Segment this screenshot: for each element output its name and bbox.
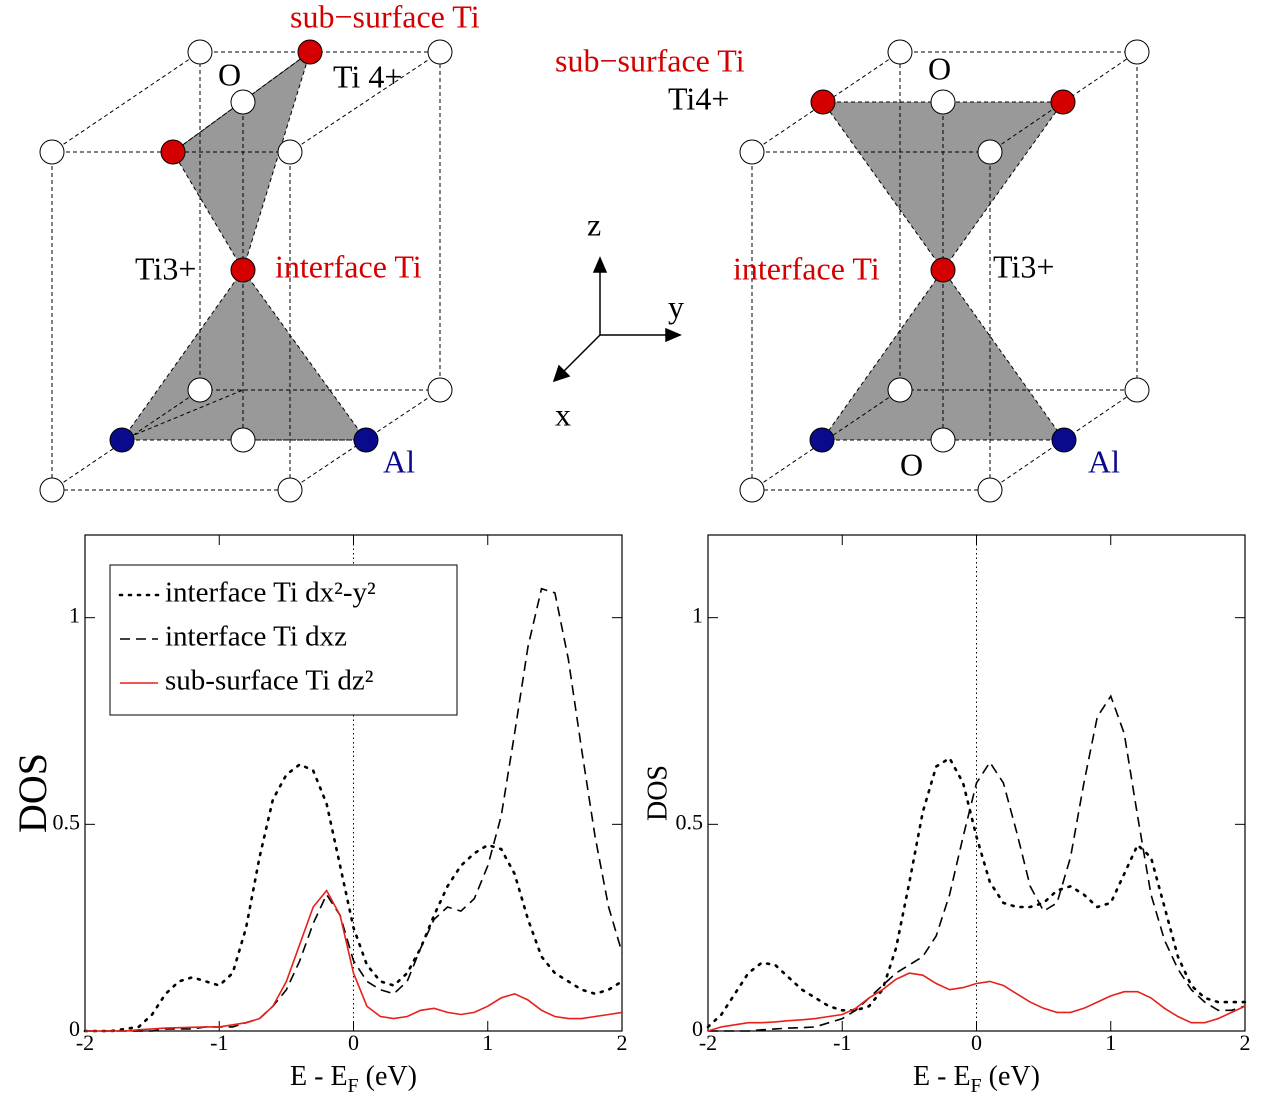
label: O bbox=[928, 50, 951, 86]
label: interface Ti bbox=[733, 250, 880, 286]
legend-box bbox=[109, 564, 458, 716]
left-structure: sub−surface Ti O Ti 4+ Ti3+ interface Ti… bbox=[39, 0, 480, 503]
x-axis-label-sub: F bbox=[348, 1075, 359, 1097]
x-tick-label: -1 bbox=[833, 1030, 851, 1055]
o-atoms bbox=[739, 39, 1150, 503]
axis-letter: z bbox=[587, 206, 601, 242]
series-line bbox=[708, 694, 1246, 1032]
y-tick-label: 1 bbox=[692, 603, 703, 628]
legend-label: interface Ti dx²-y² bbox=[165, 577, 376, 609]
series-line bbox=[85, 587, 623, 1032]
label: Al bbox=[383, 443, 415, 479]
y-tick-label: 0.5 bbox=[676, 809, 704, 834]
label: sub−surface Ti bbox=[290, 0, 480, 34]
x-tick-label: 2 bbox=[1240, 1030, 1251, 1055]
x-axis-label-sub: F bbox=[971, 1075, 982, 1097]
label: Al bbox=[1088, 443, 1120, 479]
label: O bbox=[218, 56, 241, 92]
right-structure: sub−surface Ti O Ti4+ interface Ti Ti3+ … bbox=[555, 39, 1150, 503]
series-line bbox=[83, 762, 624, 1033]
x-tick-label: 0 bbox=[348, 1030, 359, 1055]
o-atoms bbox=[39, 39, 453, 503]
label: sub−surface Ti bbox=[555, 42, 745, 78]
y-tick-label: 1 bbox=[69, 603, 80, 628]
y-tick-label: 0.5 bbox=[53, 809, 81, 834]
x-axis-label-part: (eV) bbox=[359, 1061, 417, 1092]
x-tick-label: -1 bbox=[210, 1030, 228, 1055]
y-tick-label: 0 bbox=[692, 1016, 703, 1041]
label: Ti4+ bbox=[668, 80, 729, 116]
series-line bbox=[706, 756, 1247, 1029]
x-tick-label: 0 bbox=[971, 1030, 982, 1055]
legend-label: sub-surface Ti dz² bbox=[165, 665, 374, 697]
label: Ti3+ bbox=[135, 250, 196, 286]
x-tick-label: 1 bbox=[482, 1030, 493, 1055]
al-atoms bbox=[109, 427, 379, 453]
series-line bbox=[707, 972, 1246, 1032]
y-axis-label: DOS bbox=[642, 765, 673, 821]
x-tick-label: 2 bbox=[617, 1030, 628, 1055]
axes-legend: z y x bbox=[552, 206, 684, 432]
label: O bbox=[900, 446, 923, 482]
x-axis-label-part: E - E bbox=[290, 1061, 348, 1092]
x-axis-label-part: E - E bbox=[913, 1061, 971, 1092]
axis-letter: x bbox=[555, 396, 571, 432]
label: Ti 4+ bbox=[333, 58, 402, 94]
ti-atoms bbox=[160, 39, 323, 283]
al-atoms bbox=[809, 427, 1077, 453]
x-axis-label: E - EF (eV) bbox=[290, 1061, 417, 1096]
octahedron-face bbox=[121, 269, 367, 441]
x-tick-label: -2 bbox=[699, 1030, 717, 1055]
axis-letter: y bbox=[668, 288, 684, 324]
y-axis-label: DOS bbox=[10, 753, 55, 833]
label: interface Ti bbox=[275, 248, 422, 284]
x-axis-label: E - EF (eV) bbox=[913, 1061, 1040, 1096]
x-tick-label: -2 bbox=[76, 1030, 94, 1055]
label: Ti3+ bbox=[993, 248, 1054, 284]
series-line bbox=[85, 889, 623, 1032]
ti-atoms bbox=[810, 89, 1076, 283]
x-tick-label: 1 bbox=[1105, 1030, 1116, 1055]
x-axis-label-part: (eV) bbox=[982, 1061, 1040, 1092]
legend-label: interface Ti dxz bbox=[165, 621, 347, 653]
y-tick-label: 0 bbox=[69, 1016, 80, 1041]
